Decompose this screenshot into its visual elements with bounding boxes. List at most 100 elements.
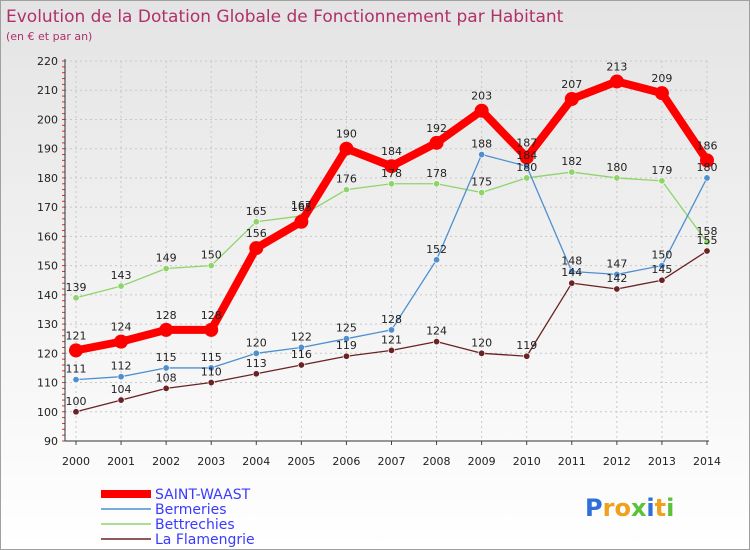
- data-label-saint-waast: 128: [201, 309, 222, 322]
- y-tick-label: 120: [37, 347, 58, 360]
- data-label-saint-waast: 209: [651, 72, 672, 85]
- data-label-saint-waast: 187: [516, 136, 537, 149]
- data-label-bettrechies: 178: [426, 167, 447, 180]
- data-point-saint-waast: [114, 334, 129, 349]
- data-point-bettrechies: [252, 218, 260, 226]
- data-point-saint-waast: [700, 153, 714, 168]
- data-label-bettrechies: 165: [246, 205, 267, 218]
- data-label-saint-waast: 186: [697, 139, 718, 152]
- data-label-la-flamengrie: 113: [246, 357, 267, 370]
- data-label-saint-waast: 121: [66, 329, 87, 342]
- x-tick-label: 2002: [152, 455, 180, 468]
- data-label-saint-waast: 207: [561, 78, 582, 91]
- y-tick-label: 150: [37, 260, 58, 273]
- data-label-bettrechies: 149: [156, 252, 177, 265]
- legend-label-saint-waast: SAINT-WAAST: [155, 487, 251, 503]
- data-point-saint-waast: [204, 322, 219, 337]
- data-label-bermeries: 147: [606, 257, 627, 270]
- data-label-layer: 100 104 108 110 113 116 119 121 124 120 119 144 142 1…: [66, 60, 718, 407]
- data-point-la-flamengrie: [658, 276, 666, 284]
- data-label-la-flamengrie: 120: [471, 336, 492, 349]
- x-tick-label: 2013: [648, 455, 676, 468]
- data-label-saint-waast: 124: [111, 321, 132, 334]
- data-point-bettrechies: [433, 180, 441, 188]
- chart-subtitle: (en € et par an): [6, 30, 92, 43]
- data-point-saint-waast: [384, 159, 399, 174]
- data-point-la-flamengrie: [568, 279, 576, 287]
- data-point-bermeries: [162, 364, 170, 372]
- data-label-bermeries: 184: [516, 149, 537, 162]
- data-label-bettrechies: 178: [381, 167, 402, 180]
- data-point-bettrechies: [703, 238, 711, 246]
- legend-label-la-flamengrie: La Flamengrie: [155, 532, 255, 548]
- data-label-bermeries: 128: [381, 313, 402, 326]
- data-point-la-flamengrie: [703, 247, 711, 255]
- data-label-la-flamengrie: 142: [606, 272, 627, 285]
- data-label-bettrechies: 158: [697, 225, 718, 238]
- legend-label-bettrechies: Bettrechies: [155, 517, 235, 533]
- data-label-bermeries: 115: [201, 351, 222, 364]
- data-point-la-flamengrie: [117, 396, 125, 404]
- data-label-la-flamengrie: 100: [66, 395, 87, 408]
- data-label-bettrechies: 175: [471, 176, 492, 189]
- data-point-bettrechies: [658, 177, 666, 185]
- x-tick-label: 2010: [513, 455, 541, 468]
- x-tick-label: 2014: [693, 455, 721, 468]
- grid-layer: [65, 60, 709, 442]
- data-point-bermeries: [478, 151, 486, 159]
- data-label-la-flamengrie: 124: [426, 325, 447, 338]
- data-label-bermeries: 115: [156, 351, 177, 364]
- data-point-bermeries: [72, 376, 80, 384]
- logo-letter: o: [614, 494, 631, 522]
- data-label-la-flamengrie: 108: [156, 371, 177, 384]
- data-label-bermeries: 150: [651, 249, 672, 262]
- data-point-saint-waast: [654, 86, 669, 101]
- data-point-la-flamengrie: [523, 352, 531, 360]
- y-tick-label: 140: [37, 289, 58, 302]
- data-point-bettrechies: [387, 180, 395, 188]
- data-point-la-flamengrie: [342, 352, 350, 360]
- data-point-bermeries: [387, 326, 395, 334]
- y-tick-label: 170: [37, 201, 58, 214]
- data-label-la-flamengrie: 116: [291, 348, 312, 361]
- data-point-bettrechies: [523, 174, 531, 182]
- data-label-bettrechies: 179: [651, 164, 672, 177]
- logo-letter: t: [655, 494, 666, 522]
- data-label-bettrechies: 180: [606, 161, 627, 174]
- data-point-la-flamengrie: [478, 349, 486, 357]
- data-label-saint-waast: 156: [246, 227, 267, 240]
- x-tick-label: 2001: [107, 455, 135, 468]
- data-point-la-flamengrie: [613, 285, 621, 293]
- data-point-la-flamengrie: [297, 361, 305, 369]
- axis-layer: 90 100 110 120 130 140 150 160 170 180 190 200 210 22…: [37, 55, 721, 468]
- data-point-saint-waast: [159, 322, 174, 337]
- data-point-bermeries: [433, 256, 441, 264]
- x-tick-label: 2012: [603, 455, 631, 468]
- chart-title: Evolution de la Dotation Globale de Fonc…: [6, 7, 564, 27]
- y-tick-label: 130: [37, 318, 58, 331]
- data-label-la-flamengrie: 145: [651, 263, 672, 276]
- data-point-bermeries: [117, 373, 125, 381]
- data-label-saint-waast: 128: [156, 309, 177, 322]
- logo-letter: i: [666, 494, 674, 522]
- series-layer: [69, 74, 714, 416]
- data-label-bettrechies: 176: [336, 173, 357, 186]
- data-label-bermeries: 122: [291, 330, 312, 343]
- y-tick-label: 210: [37, 84, 58, 97]
- data-label-la-flamengrie: 155: [697, 234, 718, 247]
- y-tick-label: 160: [37, 230, 58, 243]
- data-point-bermeries: [613, 270, 621, 278]
- data-point-bermeries: [252, 349, 260, 357]
- x-tick-label: 2008: [423, 455, 451, 468]
- data-label-saint-waast: 203: [471, 90, 492, 103]
- data-label-bermeries: 120: [246, 336, 267, 349]
- data-label-bettrechies: 150: [201, 249, 222, 262]
- data-label-bettrechies: 167: [291, 199, 312, 212]
- x-tick-label: 2003: [197, 455, 225, 468]
- proxiti-logo: Proxiti: [585, 494, 674, 522]
- data-point-bettrechies: [478, 189, 486, 197]
- data-point-bermeries: [297, 343, 305, 351]
- y-tick-label: 100: [37, 406, 58, 419]
- x-tick-label: 2000: [62, 455, 90, 468]
